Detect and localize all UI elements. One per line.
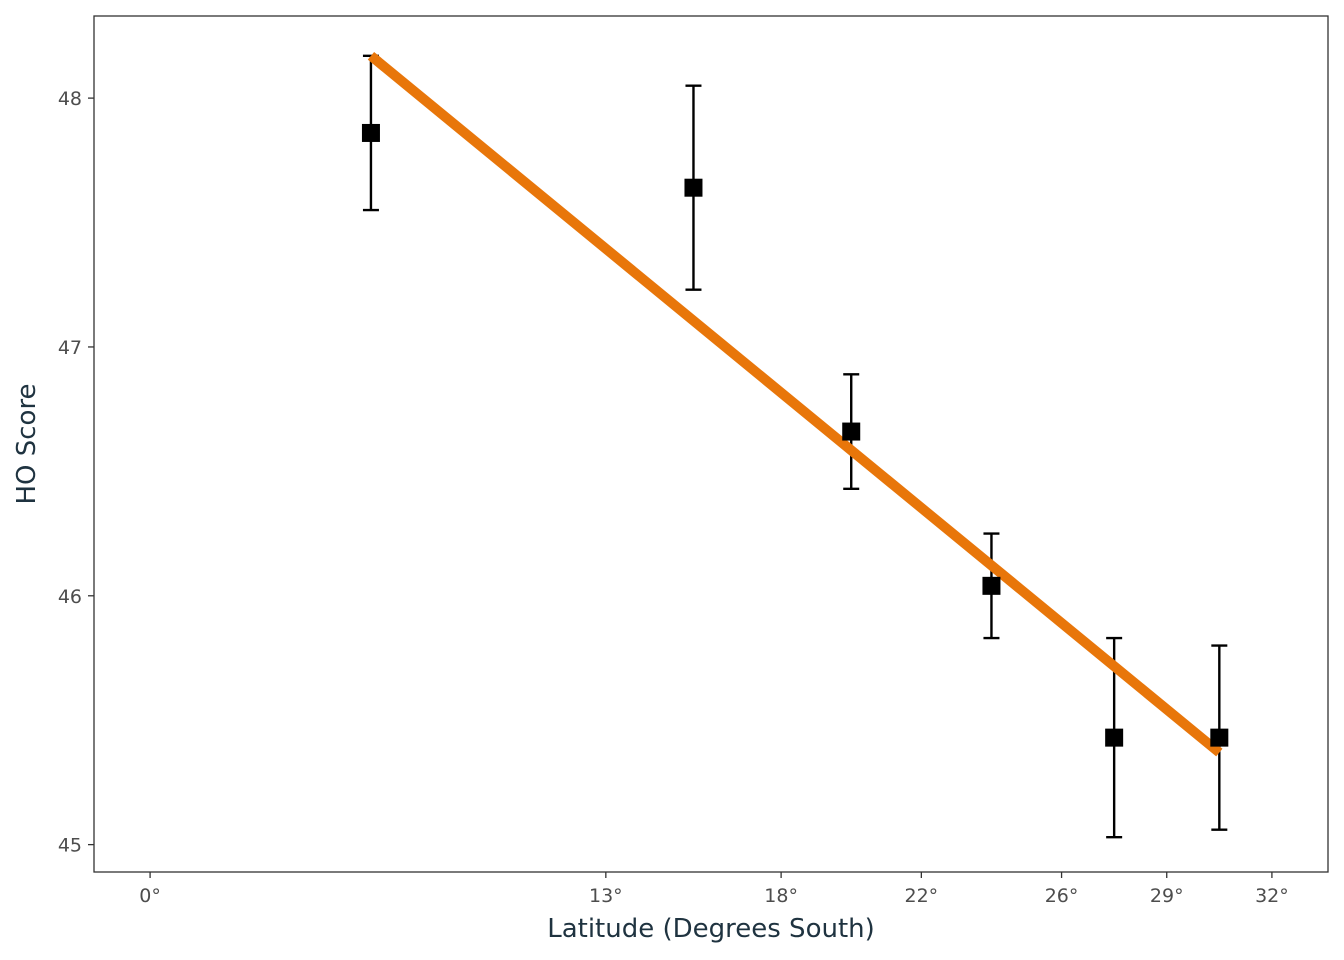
x-tick-label: 13° — [589, 885, 623, 907]
data-point — [1210, 728, 1229, 747]
data-point — [982, 576, 1001, 595]
x-tick-label: 32° — [1255, 885, 1289, 907]
x-tick-label: 22° — [904, 885, 938, 907]
y-tick-label: 47 — [58, 337, 82, 359]
data-point — [361, 123, 380, 142]
data-points — [361, 123, 1229, 747]
x-tick-label: 0° — [139, 885, 161, 907]
y-axis-ticks: 45 46 47 48 — [58, 88, 94, 857]
data-point — [1105, 728, 1124, 747]
y-tick-label: 48 — [58, 88, 82, 110]
fit-line-group — [367, 51, 1223, 757]
data-point — [842, 422, 861, 441]
plot-panel — [93, 15, 1329, 873]
x-tick-label: 29° — [1150, 885, 1184, 907]
y-axis-title: HO Score — [12, 383, 42, 504]
x-axis-ticks: 0° 13° 18° 22° 26° 29° 32° — [139, 872, 1289, 907]
x-tick-label: 18° — [764, 885, 798, 907]
y-tick-label: 45 — [58, 835, 82, 857]
data-point — [684, 178, 703, 197]
x-axis-title: Latitude (Degrees South) — [547, 914, 875, 944]
x-tick-label: 26° — [1045, 885, 1079, 907]
fit-line — [367, 51, 1223, 757]
y-tick-label: 46 — [58, 586, 82, 608]
